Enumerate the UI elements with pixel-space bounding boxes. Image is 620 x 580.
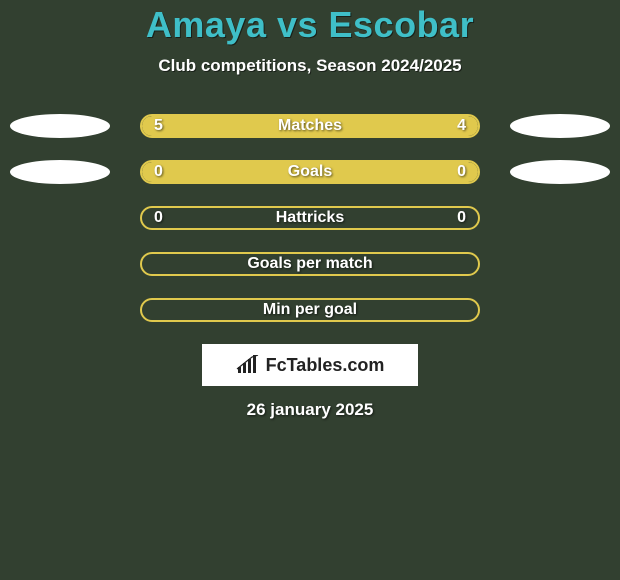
page-subtitle: Club competitions, Season 2024/2025 (0, 56, 620, 76)
stat-row: Min per goal (0, 298, 620, 322)
stat-bar: Goals per match (140, 252, 480, 276)
stat-row: Goals per match (0, 252, 620, 276)
player-right-ellipse (510, 114, 610, 138)
stat-rows: 54Matches 00Goals 00Hattricks Goals per mat… (0, 114, 620, 322)
stat-label: Goals (142, 163, 478, 181)
page-title: Amaya vs Escobar (0, 4, 620, 46)
stat-bar: 00Hattricks (140, 206, 480, 230)
logo-box: FcTables.com (202, 344, 418, 386)
stat-label: Matches (142, 117, 478, 135)
stat-bar: Min per goal (140, 298, 480, 322)
stat-row: 54Matches (0, 114, 620, 138)
logo: FcTables.com (236, 355, 385, 376)
bar-chart-icon (236, 355, 262, 375)
stat-label: Hattricks (142, 209, 478, 227)
stat-bar: 00Goals (140, 160, 480, 184)
stat-row: 00Goals (0, 160, 620, 184)
player-left-ellipse (10, 114, 110, 138)
stat-label: Min per goal (142, 301, 478, 319)
stat-bar: 54Matches (140, 114, 480, 138)
player-right-ellipse (510, 160, 610, 184)
logo-text: FcTables.com (266, 355, 385, 376)
stat-label: Goals per match (142, 255, 478, 273)
player-left-ellipse (10, 160, 110, 184)
stat-row: 00Hattricks (0, 206, 620, 230)
date-text: 26 january 2025 (0, 400, 620, 420)
comparison-infographic: Amaya vs Escobar Club competitions, Seas… (0, 0, 620, 420)
